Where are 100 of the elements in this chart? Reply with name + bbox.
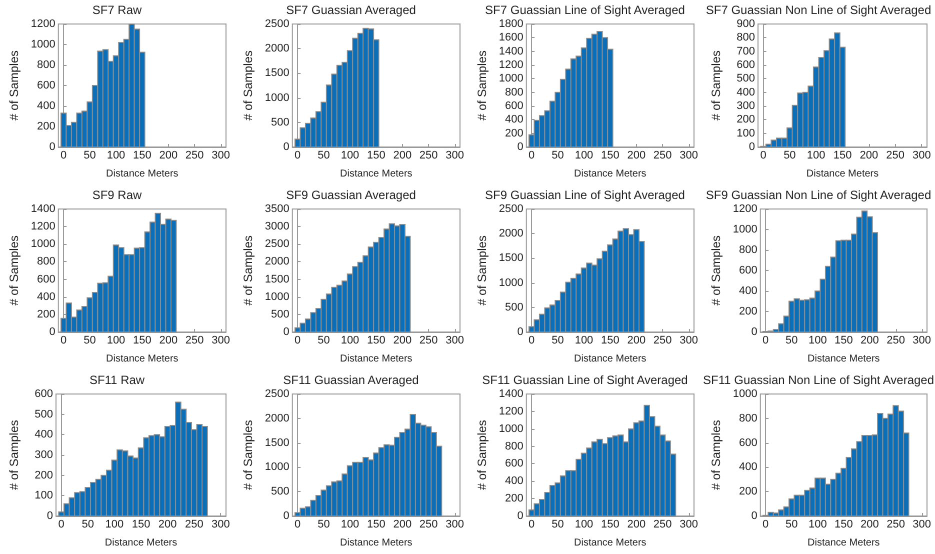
x-tick-label: 0 [294,150,301,162]
x-tick-label: 150 [601,518,620,530]
y-tick-label: 1400 [498,45,524,58]
x-tick-label: 200 [627,518,646,530]
x-axis-title: Distance Meters [808,354,880,364]
x-tick-label: 200 [393,150,412,162]
y-tick-label: 200 [505,492,524,505]
y-tick-label: 0 [49,326,56,338]
x-tick-label: 300 [912,150,931,162]
y-tick-label: 1200 [30,18,56,30]
x-tick-label: 50 [552,334,564,346]
x-axis-title: Distance Meters [806,168,879,180]
x-tick-label: 100 [806,150,826,162]
y-tick-label: 400 [736,86,755,98]
x-tick-label: 100 [106,334,126,346]
x-tick-label: 0 [528,150,535,162]
x-tick-label: 150 [601,150,620,162]
y-tick-label: 800 [37,59,56,71]
y-tick-label: 300 [736,100,755,112]
y-tick-label: 0 [49,141,56,153]
y-tick-label: 1000 [732,224,758,236]
y-tick-label: 200 [505,127,524,140]
y-tick-label: 600 [739,436,758,449]
x-tick-label: 250 [653,334,672,346]
y-tick-label: 1400 [30,203,56,215]
y-tick-label: 3500 [264,203,290,215]
x-tick-label: 100 [105,518,124,530]
y-tick-label: 200 [34,469,53,482]
x-tick-label: 100 [106,150,126,162]
x-tick-label: 300 [680,518,698,530]
y-tick-label: 200 [736,114,755,126]
x-tick-label: 150 [601,334,620,346]
y-tick-label: 1000 [498,276,524,289]
y-tick-label: 0 [517,326,524,338]
y-tick-label: 1500 [264,436,290,449]
y-tick-label: 1200 [498,59,524,71]
x-tick-label: 0 [58,518,64,530]
y-tick-label: 2500 [498,203,524,215]
y-tick-label: 400 [505,114,524,126]
x-tick-label: 100 [574,334,594,346]
x-tick-label: 250 [419,334,438,346]
x-axis-title: Distance Meters [106,354,178,364]
y-tick-label: 800 [505,86,524,98]
y-axis-title: # of Samples [475,420,489,490]
y-tick-label: 0 [46,510,53,522]
x-tick-label: 50 [82,518,94,530]
x-tick-label: 200 [158,518,177,530]
y-tick-label: 0 [283,326,290,338]
x-tick-label: 0 [762,334,769,346]
x-tick-label: 100 [340,150,360,162]
y-axis-title: # of Samples [475,235,489,306]
y-tick-label: 1600 [498,32,524,44]
y-tick-label: 500 [736,72,755,85]
x-tick-label: 200 [393,518,412,530]
x-tick-label: 300 [212,518,230,530]
x-tick-label: 150 [132,518,150,530]
y-tick-label: 0 [751,326,758,338]
chart-title: SF11 Guassian Line of Sight Averaged [482,373,688,387]
x-tick-label: 100 [574,518,594,530]
x-tick-label: 0 [762,518,769,530]
x-tick-label: 250 [886,518,905,530]
y-tick-label: 1200 [498,405,524,418]
y-tick-label: 0 [748,141,755,153]
y-axis-title: # of Samples [241,235,255,306]
x-tick-label: 50 [84,334,96,346]
y-axis-title: # of Samples [241,50,255,121]
x-tick-label: 300 [446,150,464,162]
x-axis-title: Distance Meters [106,168,178,180]
y-tick-label: 1500 [264,273,290,286]
y-axis-title: # of Samples [241,420,255,490]
y-tick-label: 500 [34,408,53,420]
x-tick-label: 0 [294,518,301,530]
y-axis-title: # of Samples [7,235,21,306]
x-tick-label: 200 [860,150,878,162]
y-tick-label: 500 [271,116,290,128]
x-tick-label: 200 [627,334,646,346]
y-axis-title: # of Samples [709,235,723,306]
x-tick-label: 150 [367,334,386,346]
x-tick-label: 0 [528,334,535,346]
x-tick-label: 200 [860,518,879,530]
x-tick-label: 200 [393,334,412,346]
x-tick-label: 250 [419,150,438,162]
y-tick-label: 1000 [264,290,290,303]
y-axis-title: # of Samples [7,420,21,490]
y-tick-label: 600 [37,80,56,92]
y-tick-label: 2000 [264,256,290,268]
x-tick-label: 200 [627,150,646,162]
x-tick-label: 250 [184,518,204,530]
chart-title: SF7 Guassian Non Line of Sight Averaged [706,3,932,17]
y-tick-label: 600 [736,59,755,71]
y-tick-label: 0 [283,510,290,522]
x-tick-label: 300 [212,334,230,346]
chart-title: SF11 Guassian Averaged [283,373,419,387]
x-tick-label: 250 [886,334,905,346]
y-tick-label: 200 [37,308,56,320]
y-tick-label: 800 [736,32,755,44]
y-tick-label: 400 [34,428,53,441]
chart-title: SF7 Raw [92,3,142,17]
x-tick-label: 0 [60,334,67,346]
y-tick-label: 800 [505,440,524,452]
